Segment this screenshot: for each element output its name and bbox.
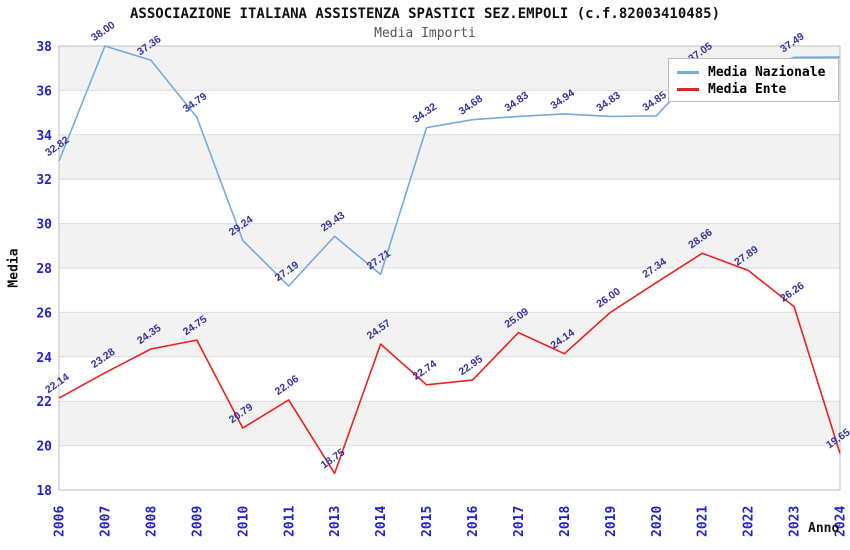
data-label: 22.14	[43, 371, 72, 396]
data-label: 38.00	[89, 19, 118, 44]
legend-item-media-ente: Media Ente	[677, 81, 838, 98]
x-tick-label: 2007	[98, 506, 113, 537]
data-label: 22.06	[273, 373, 302, 398]
y-tick-label: 30	[36, 218, 52, 233]
legend-item-label: Media Ente	[708, 82, 787, 97]
data-label: 22.74	[411, 358, 440, 383]
x-tick-label: 2013	[328, 506, 343, 537]
y-tick-label: 38	[36, 40, 52, 55]
x-tick-label: 2008	[144, 506, 159, 537]
legend-line-swatch-icon	[677, 71, 699, 74]
y-tick-label: 28	[36, 262, 52, 277]
y-tick-label: 34	[36, 129, 52, 144]
x-tick-label: 2021	[696, 506, 711, 537]
y-tick-label: 18	[36, 484, 52, 499]
background-band	[59, 223, 840, 268]
chart-subtitle: Media Importi	[374, 26, 476, 41]
data-label: 34.85	[640, 89, 669, 114]
legend-item-label: Media Nazionale	[708, 65, 826, 80]
legend-item-media-nazionale: Media Nazionale	[677, 64, 838, 81]
y-axis-title: Media	[6, 248, 22, 288]
plot-border	[58, 45, 841, 491]
background-band	[59, 134, 840, 180]
x-tick-label: 2009	[190, 506, 205, 537]
x-tick-label: 2020	[650, 506, 665, 537]
x-tick-label: 2018	[558, 506, 573, 537]
data-label: 34.83	[502, 89, 531, 114]
y-tick-label: 32	[36, 173, 52, 188]
x-tick-label: 2006	[53, 506, 68, 537]
x-tick-label: 2023	[788, 506, 803, 537]
x-tick-label: 2016	[466, 506, 481, 537]
y-tick-label: 36	[36, 84, 52, 99]
x-tick-label: 2010	[236, 506, 251, 537]
background-band	[59, 401, 840, 446]
background-band	[59, 312, 840, 357]
x-tick-label: 2014	[374, 506, 389, 537]
data-label: 34.79	[181, 90, 210, 115]
legend-line-swatch-icon	[677, 88, 699, 91]
data-label: 34.83	[594, 89, 623, 114]
x-tick-label: 2017	[512, 506, 527, 537]
y-tick-label: 22	[36, 395, 52, 410]
x-tick-label: 2011	[282, 506, 297, 537]
legend: Media Nazionale Media Ente	[668, 58, 839, 102]
data-label: 34.32	[411, 101, 440, 126]
x-tick-label: 2019	[604, 506, 619, 537]
data-label: 26.26	[778, 280, 807, 305]
x-tick-label: 2024	[834, 506, 849, 537]
y-tick-label: 26	[36, 306, 52, 321]
x-tick-label: 2015	[420, 506, 435, 537]
chart-title: ASSOCIAZIONE ITALIANA ASSISTENZA SPASTIC…	[129, 6, 720, 22]
x-axis-title: Anno	[808, 521, 840, 536]
x-tick-label: 2022	[742, 506, 757, 537]
series-line-media-ente	[58, 252, 841, 475]
y-tick-label: 24	[36, 351, 52, 366]
data-label: 34.68	[457, 93, 486, 118]
y-tick-label: 20	[36, 440, 52, 455]
